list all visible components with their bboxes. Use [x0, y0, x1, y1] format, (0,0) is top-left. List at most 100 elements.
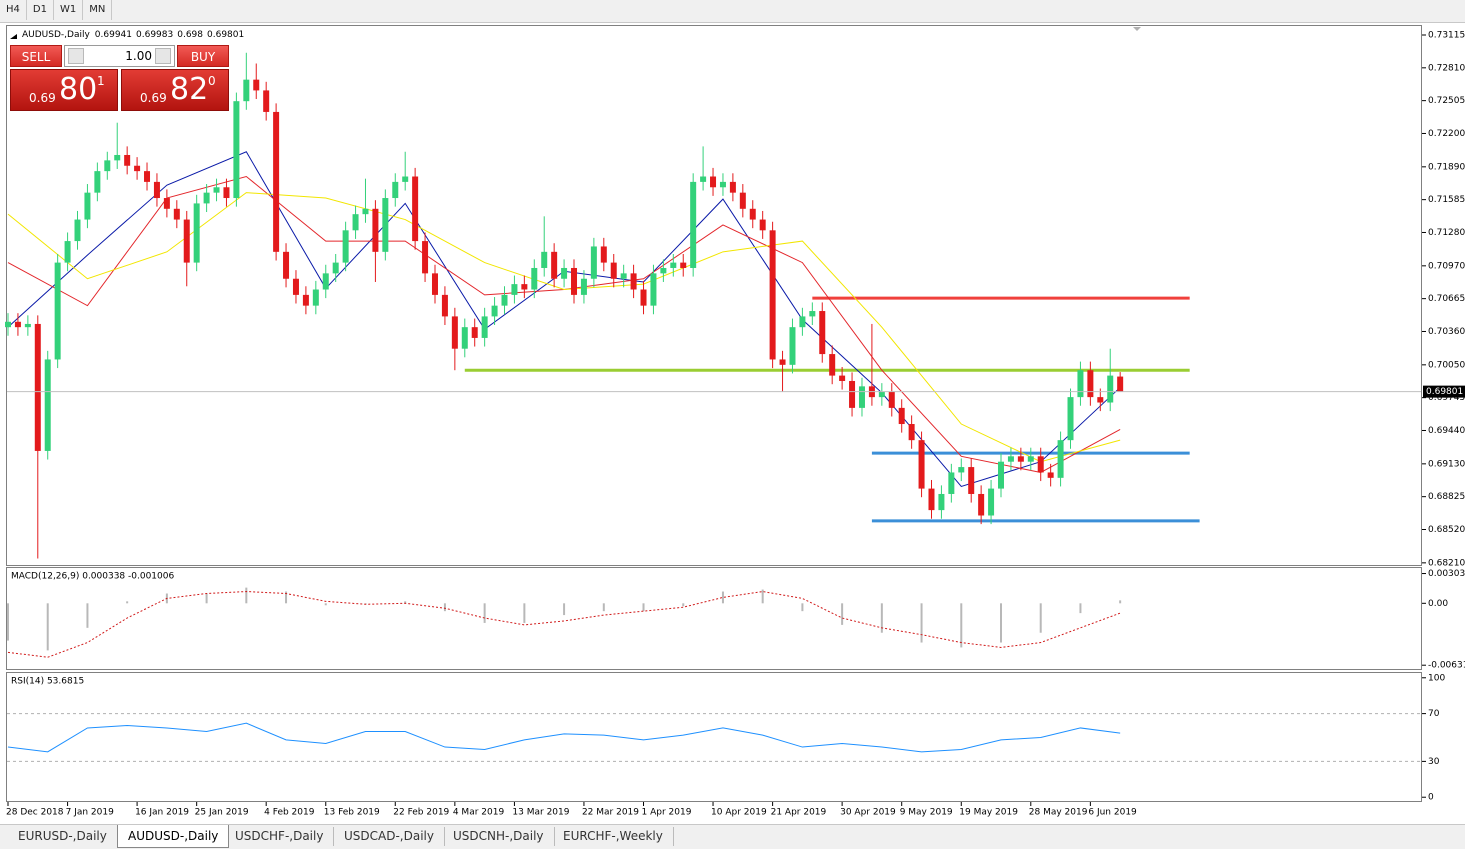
y-tick-label: -0.006311	[1428, 661, 1465, 671]
lot-decrease[interactable]	[68, 48, 84, 64]
macd-bar	[443, 603, 446, 612]
sell-price-fraction: 1	[97, 74, 105, 88]
candle-body	[620, 273, 627, 279]
toolbar: H4 D1 W1 MN	[0, 0, 1465, 23]
chart-tab[interactable]: EURUSD-,Daily	[8, 827, 118, 846]
candle-body	[898, 407, 905, 425]
candle-body	[1007, 456, 1014, 462]
y-tick-label: 0.69440	[1428, 426, 1465, 436]
candle-body	[580, 278, 587, 295]
buy-price-fraction: 0	[208, 74, 216, 88]
candle-body	[958, 467, 965, 473]
candle-body	[213, 187, 220, 193]
macd-bar	[245, 587, 248, 604]
chart: AUDUSD-,Daily 0.69941 0.69983 0.698 0.69801 …	[0, 23, 1465, 824]
chart-tab[interactable]: USDCHF-,Daily	[225, 827, 335, 846]
timeframe-button[interactable]: W1	[54, 0, 84, 20]
sell-price-prefix: 0.69	[29, 91, 56, 105]
candle-body	[253, 79, 260, 91]
x-tick-label: 25 Jan 2019	[195, 808, 249, 818]
candle-body	[481, 316, 488, 338]
sell-price[interactable]: 0.69 80 1	[10, 69, 118, 111]
ohlc-low: 0.698	[177, 30, 203, 40]
macd-bar	[920, 603, 923, 643]
macd-bar	[46, 603, 49, 651]
candle-body	[1037, 456, 1044, 473]
candle-body	[144, 171, 151, 182]
candle-body	[719, 181, 726, 188]
candle-body	[1027, 456, 1034, 462]
candle-body	[44, 359, 51, 451]
chart-tab[interactable]: USDCAD-,Daily	[334, 827, 445, 846]
timeframe-button[interactable]: MN	[83, 0, 113, 20]
candle-body	[362, 208, 369, 215]
candle-body	[590, 246, 597, 279]
main-panel-frame	[6, 25, 1422, 566]
y-tick-label: 0.003035	[1428, 569, 1465, 579]
candle-body	[412, 176, 419, 242]
candle-body	[660, 267, 667, 274]
y-tick-label: 0.68210	[1428, 558, 1465, 568]
macd-bar	[1079, 603, 1082, 614]
macd-bar	[602, 603, 605, 612]
candle-body	[441, 294, 448, 317]
macd-bar	[285, 591, 288, 604]
macd-bar	[86, 603, 89, 628]
lot-size-input[interactable]: 1.00	[64, 45, 175, 67]
candle-body	[183, 219, 190, 263]
chart-tab[interactable]: AUDUSD-,Daily	[117, 825, 230, 848]
candle-body	[134, 165, 141, 172]
candle-body	[948, 472, 955, 494]
candle-body	[243, 79, 250, 102]
sell-price-pips: 80	[59, 72, 98, 107]
ohlc-open: 0.69941	[95, 30, 132, 40]
y-tick-label: 0.71890	[1428, 162, 1465, 172]
candle-body	[74, 219, 81, 242]
candle-body	[938, 493, 945, 511]
y-tick-label: 0.72810	[1428, 63, 1465, 73]
candle-body	[163, 198, 170, 209]
candle-body	[14, 321, 21, 328]
x-tick-label: 16 Jan 2019	[135, 808, 189, 818]
chart-tabs: EURUSD-,Daily AUDUSD-,Daily USDCHF-,Daily U…	[0, 824, 1465, 849]
candle-body	[769, 230, 776, 360]
candle-body	[153, 181, 160, 199]
candle-body	[988, 488, 995, 516]
timeframe-button[interactable]: H4	[0, 0, 27, 20]
macd-bar	[841, 603, 844, 625]
lot-increase[interactable]	[155, 48, 171, 64]
x-tick-label: 9 May 2019	[900, 808, 953, 818]
y-tick-label: 0.68520	[1428, 525, 1465, 535]
y-tick-label: 0.72505	[1428, 96, 1465, 106]
x-tick-label: 4 Mar 2019	[453, 808, 505, 818]
candle-body	[571, 267, 578, 295]
candle-body	[372, 208, 379, 252]
buy-button[interactable]: BUY	[177, 45, 229, 67]
timeframe-button[interactable]: D1	[27, 0, 54, 20]
candle-body	[700, 176, 707, 182]
shift-marker	[1133, 27, 1141, 31]
candle-body	[64, 241, 71, 263]
x-tick-label: 22 Mar 2019	[582, 808, 639, 818]
rsi-panel-frame	[6, 672, 1422, 802]
candle-body	[312, 289, 319, 306]
sell-button[interactable]: SELL	[10, 45, 62, 67]
x-tick-label: 22 Feb 2019	[393, 808, 449, 818]
x-tick-label: 7 Jan 2019	[66, 808, 114, 818]
buy-price[interactable]: 0.69 82 0	[121, 69, 229, 111]
candle-body	[968, 467, 975, 494]
candle-body	[501, 294, 508, 306]
macd-bar	[721, 591, 724, 604]
y-tick-label: 0.70360	[1428, 327, 1465, 337]
candle-body	[1047, 472, 1054, 478]
candle-body	[729, 181, 736, 193]
candle-body	[551, 251, 558, 279]
macd-bar	[126, 601, 129, 604]
chart-tab[interactable]: EURCHF-,Weekly	[553, 827, 674, 846]
candle-body	[34, 323, 41, 451]
candle-body	[849, 380, 856, 408]
macd-bar	[960, 603, 963, 648]
candle-body	[203, 192, 210, 204]
chart-tab[interactable]: USDCNH-,Daily	[443, 827, 555, 846]
